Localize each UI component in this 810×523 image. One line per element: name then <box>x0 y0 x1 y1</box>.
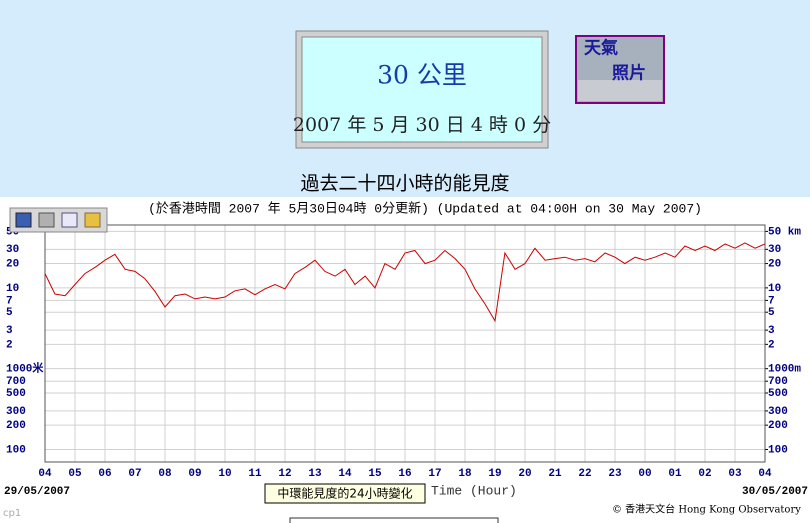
photo-label[interactable]: 天氣 <box>584 38 618 59</box>
x-tick-label: 18 <box>458 468 472 480</box>
y-tick-label: 1000米 <box>6 361 44 376</box>
print-button[interactable] <box>38 212 55 228</box>
x-tick-label: 21 <box>548 468 562 480</box>
x-tick-label: 07 <box>128 468 141 480</box>
credit: © 香港天文台 Hong Kong Observatory <box>612 503 801 516</box>
x-tick-label: 04 <box>38 468 52 480</box>
x-tick-label: 22 <box>578 468 591 480</box>
chart-subtitle: (於香港時間 2007 年 5月30日04時 0分更新) (Updated at… <box>148 200 702 216</box>
x-tick-label: 17 <box>428 468 441 480</box>
y-tick-label: 5 <box>6 307 13 319</box>
tooltip-text: 中環能見度的24小時變化 <box>277 486 412 501</box>
x-tick-label: 14 <box>338 468 352 480</box>
x-tick-label: 20 <box>518 468 531 480</box>
bottom-box <box>289 517 499 523</box>
x-tick-label: 16 <box>398 468 411 480</box>
toolbar <box>9 207 108 233</box>
visibility-line <box>44 242 766 323</box>
footer-code: cp1 <box>3 508 21 519</box>
y-tick-label: 500 <box>6 388 26 400</box>
y-tick-label: 10 <box>6 283 19 295</box>
y-tick-label: 700 <box>6 376 26 388</box>
x-tick-label: 09 <box>188 468 201 480</box>
y2-tick-label: 5 <box>768 307 775 319</box>
x-tick-label: 05 <box>68 468 82 480</box>
visibility-time: 2007 年 5 月 30 日 4 時 0 分 <box>293 114 551 136</box>
tooltip <box>264 483 426 504</box>
y2-tick-label: 7 <box>768 295 775 307</box>
photo-label[interactable]: 照片 <box>612 63 646 84</box>
y-tick-label: 200 <box>6 420 26 432</box>
folder-button[interactable] <box>84 212 101 228</box>
x-tick-label: 02 <box>698 468 711 480</box>
y2-tick-label: 700 <box>768 376 788 388</box>
y2-tick-label: 2 <box>768 339 775 351</box>
y-tick-label: 30 <box>6 244 19 256</box>
y2-tick-label: 3 <box>768 325 775 337</box>
y-tick-label: 100 <box>6 444 26 456</box>
end-date: 30/05/2007 <box>742 486 808 498</box>
x-tick-label: 01 <box>668 468 682 480</box>
y2-tick-label: 30 <box>768 244 781 256</box>
chart-title: 過去二十四小時的能見度 <box>300 173 509 195</box>
plot: 04 05 06 07 08 09 10 11 12 13 14 15 16 17 18 19 20 21 22 23… <box>6 224 801 480</box>
y2-tick-label: 300 <box>768 406 788 418</box>
y-tick-label: 2 <box>6 339 13 351</box>
y2-tick-label: 500 <box>768 388 788 400</box>
y2-tick-label: 200 <box>768 420 788 432</box>
x-tick-label: 08 <box>158 468 172 480</box>
x-tick-label: 00 <box>638 468 651 480</box>
x-tick-label: 04 <box>758 468 772 480</box>
y2-tick-label: 10 <box>768 283 781 295</box>
x-tick-label: 19 <box>488 468 501 480</box>
y2-tick-label: 20 <box>768 258 781 270</box>
x-tick-label: 10 <box>218 468 231 480</box>
photo-scene <box>578 80 662 101</box>
y-tick-label: 20 <box>6 258 19 270</box>
y-tick-label: 300 <box>6 406 26 418</box>
visibility-box <box>301 36 543 143</box>
x-tick-label: 23 <box>608 468 622 480</box>
start-date: 29/05/2007 <box>4 486 70 498</box>
y-tick-label: 7 <box>6 295 13 307</box>
y2-tick-label: 1000m <box>768 364 801 376</box>
x-tick-label: 12 <box>278 468 291 480</box>
email-button[interactable] <box>61 212 78 228</box>
x-tick-label: 11 <box>248 468 262 480</box>
visibility-value: 30 公里 <box>377 61 467 90</box>
y2-tick-label: 50 km <box>768 226 801 238</box>
y2-tick-label: 100 <box>768 444 788 456</box>
x-tick-label: 06 <box>98 468 111 480</box>
plot-frame <box>44 224 766 463</box>
x-tick-label: 13 <box>308 468 322 480</box>
x-tick-label: 15 <box>368 468 382 480</box>
save-button[interactable] <box>15 212 32 228</box>
x-tick-label: 03 <box>728 468 742 480</box>
y-tick-label: 3 <box>6 325 13 337</box>
